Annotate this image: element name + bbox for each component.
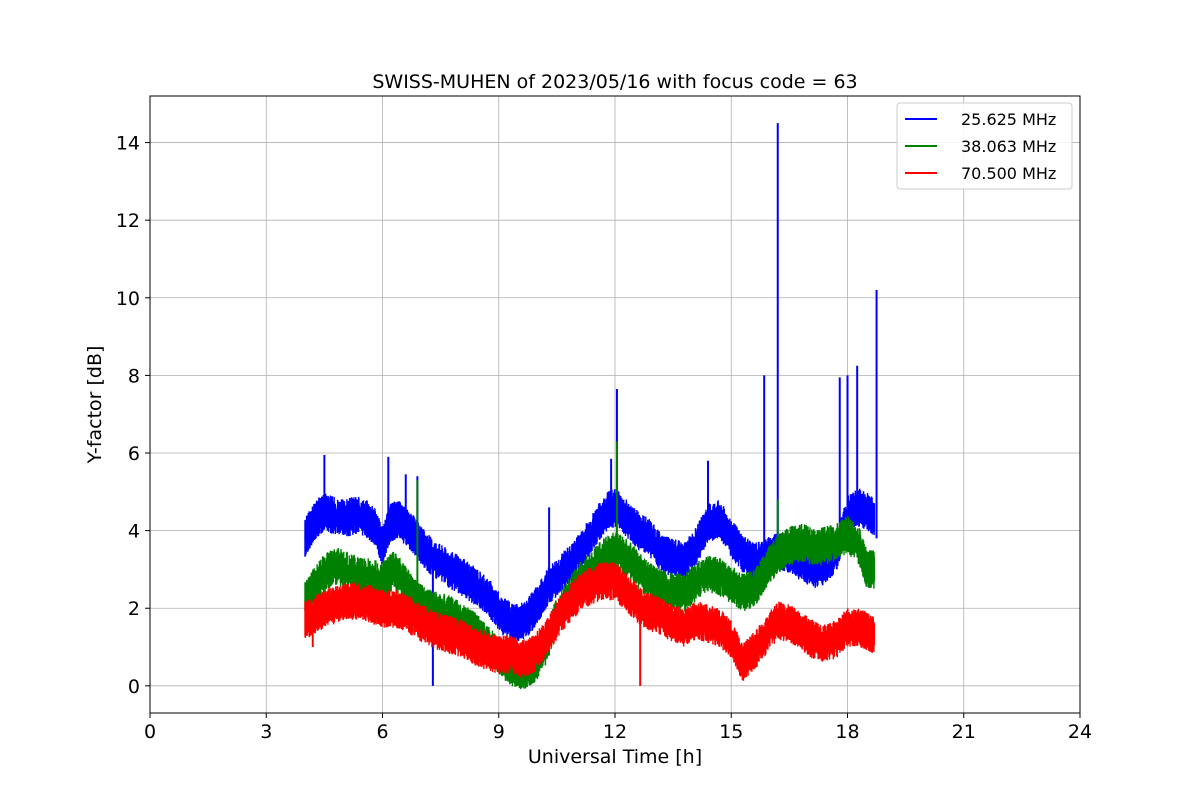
chart-title: SWISS-MUHEN of 2023/05/16 with focus cod… xyxy=(372,71,857,93)
legend-label: 38.063 MHz xyxy=(961,137,1056,156)
series-noise-band xyxy=(304,562,876,681)
x-tick-label: 24 xyxy=(1068,721,1092,743)
y-tick-label: 8 xyxy=(128,365,140,387)
legend: 25.625 MHz 38.063 MHz 70.500 MHz xyxy=(896,102,1073,190)
y-tick-label: 4 xyxy=(128,521,140,543)
x-tick-label: 21 xyxy=(952,721,976,743)
y-tick-label: 6 xyxy=(128,443,140,465)
y-tick-label: 12 xyxy=(116,210,140,232)
y-tick-label: 0 xyxy=(128,676,140,698)
legend-box xyxy=(896,102,1073,190)
plot-series xyxy=(304,123,878,690)
series-70-500-mhz xyxy=(304,562,876,686)
x-tick-label: 12 xyxy=(603,721,627,743)
series-25-625-mhz xyxy=(304,123,878,686)
x-tick-label: 9 xyxy=(493,721,505,743)
y-axis-title: Y-factor [dB] xyxy=(84,346,106,465)
x-tick-label: 3 xyxy=(260,721,272,743)
x-tick-label: 15 xyxy=(719,721,743,743)
y-tick-label: 2 xyxy=(128,598,140,620)
y-tick-label: 14 xyxy=(116,133,140,155)
x-tick-label: 6 xyxy=(376,721,388,743)
x-axis-title: Universal Time [h] xyxy=(528,746,702,768)
x-tick-label: 18 xyxy=(835,721,859,743)
legend-label: 70.500 MHz xyxy=(961,164,1056,183)
legend-label: 25.625 MHz xyxy=(961,110,1056,129)
y-tick-label: 10 xyxy=(116,288,140,310)
x-tick-label: 0 xyxy=(144,721,156,743)
